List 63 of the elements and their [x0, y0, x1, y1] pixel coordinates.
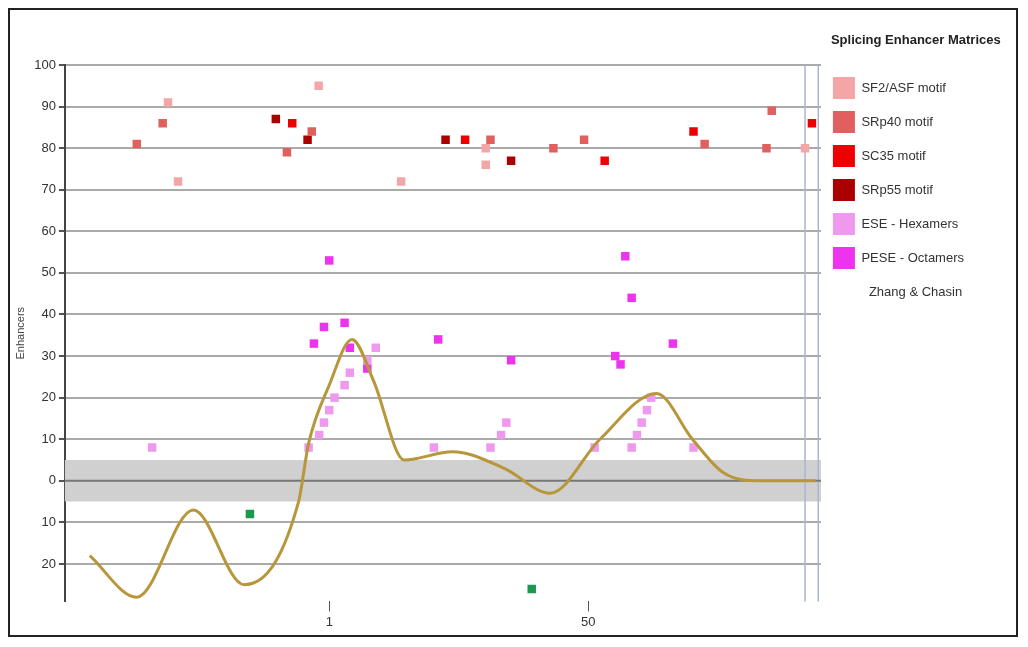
point [307, 127, 317, 136]
legend-label: SRp40 motif [861, 113, 934, 129]
legend-title: Splicing Enhancer Matrices [830, 32, 1001, 48]
y-tick-label: 70 [41, 181, 56, 197]
point [481, 160, 490, 170]
point [506, 156, 516, 165]
point [502, 418, 511, 427]
point [340, 318, 349, 328]
point [611, 351, 620, 361]
legend-label: PESE - Octamers [861, 249, 965, 265]
point [396, 177, 406, 186]
point [762, 143, 771, 153]
y-tick-label: 50 [41, 264, 56, 280]
point [147, 443, 157, 452]
point [627, 443, 636, 452]
point [429, 443, 439, 452]
legend-label: SC35 motif [861, 147, 927, 163]
point [324, 256, 334, 265]
point [158, 118, 167, 128]
point [481, 143, 490, 153]
point [486, 443, 495, 452]
point [637, 418, 646, 427]
point [340, 380, 349, 390]
point [163, 98, 173, 107]
point [314, 81, 323, 91]
point [627, 293, 636, 303]
y-tick-label: 20 [41, 389, 56, 405]
point [319, 418, 329, 427]
y-tick-label: 60 [41, 222, 56, 238]
point [689, 127, 698, 136]
point [600, 156, 609, 165]
y-tick-label: 10 [41, 513, 56, 529]
point [668, 339, 678, 348]
y-tick-label: 90 [41, 98, 56, 114]
y-axis-title: Enhancers [13, 306, 26, 360]
legend-label: ESE - Hexamers [861, 215, 959, 231]
point [173, 177, 183, 186]
point [767, 106, 776, 115]
y-tick-label: 10 [41, 430, 56, 446]
point [621, 252, 630, 261]
point [282, 148, 292, 157]
point [527, 584, 536, 594]
point [345, 368, 355, 377]
point [303, 135, 312, 145]
y-tick-label: 20 [41, 555, 56, 571]
y-tick-label: 80 [41, 139, 56, 155]
y-tick-label: 40 [41, 306, 56, 322]
y-tick-label: 30 [41, 347, 56, 363]
y-tick-label: 100 [34, 56, 56, 72]
point [700, 139, 709, 149]
point [441, 135, 450, 145]
point [309, 339, 319, 348]
point [616, 360, 625, 369]
y-tick-label: 0 [48, 472, 56, 488]
point [433, 335, 443, 344]
legend-label: SRp55 motif [861, 181, 934, 197]
x-tick-label: 1 [325, 613, 333, 629]
legend-label: SF2/ASF motif [861, 79, 947, 95]
point [549, 143, 558, 153]
point [330, 393, 339, 402]
line-series [88, 337, 818, 599]
point [486, 135, 495, 145]
text: Zhang & Chasin [868, 283, 963, 299]
